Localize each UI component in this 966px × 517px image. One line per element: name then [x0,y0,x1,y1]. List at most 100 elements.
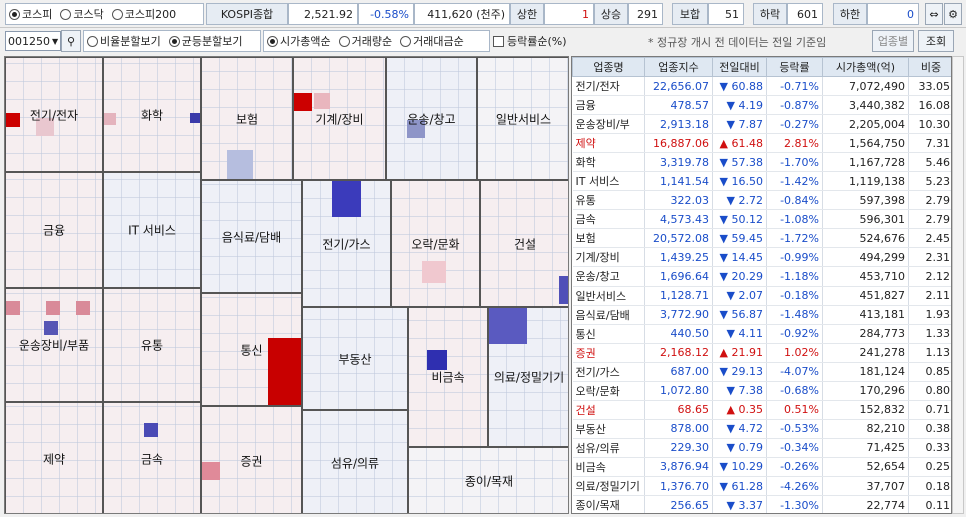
table-row[interactable]: 통신 440.50 ▼ 4.11 -0.92% 284,773 1.33 [572,324,951,344]
table-row[interactable]: 의료/정밀기기 1,376.70 ▼ 61.28 -4.26% 37,707 0.18 [572,476,951,497]
table-row[interactable]: 보험 20,572.08 ▼ 59.45 -1.72% 524,676 2.45 [572,228,951,249]
by-sector-button[interactable]: 업종별 [872,30,914,52]
sector-market-cap: 524,676 [822,228,909,249]
split-ratio-option[interactable]: 비율분할보기 [87,33,161,49]
sector-diff: ▲ 21.91 [712,343,767,363]
treemap-cell[interactable]: 종이/목재 [408,447,568,513]
sector-rate: -0.99% [766,247,823,268]
rate-order-checkbox[interactable]: 등락률순(%) [493,33,567,49]
treemap-cell[interactable]: 의료/정밀기기 [488,307,568,447]
treemap-label: 전기/가스 [322,237,371,251]
table-row[interactable]: 증권 2,168.12 ▲ 21.91 1.02% 241,278 1.13 [572,343,951,363]
table-row[interactable]: 운송/창고 1,696.64 ▼ 20.29 -1.18% 453,710 2.12 [572,266,951,287]
sector-market-cap: 494,299 [822,247,909,268]
sector-market-cap: 7,072,490 [822,76,909,97]
triangle-down-icon: ▼ [726,384,735,398]
query-button[interactable]: 조회 [918,30,954,52]
treemap-cell[interactable]: 부동산 [302,307,408,410]
treemap-cell[interactable]: 운송장비/부품 [5,288,103,402]
treemap-cell[interactable]: 유통 [103,288,201,402]
treemap-cell[interactable]: 음식료/담배 [201,180,302,293]
sector-rate: -0.92% [766,324,823,344]
treemap-cell[interactable]: 제약 [5,402,103,513]
table-row[interactable]: 음식료/담배 3,772.90 ▼ 56.87 -1.48% 413,181 1.93 [572,305,951,325]
triangle-down-icon: ▼ [726,498,735,512]
table-row[interactable]: 제약 16,887.06 ▲ 61.48 2.81% 1,564,750 7.31 [572,133,951,154]
treemap-cell[interactable]: 금속 [103,402,201,513]
search-icon[interactable]: ⚲ [61,30,81,52]
column-header[interactable]: 업종지수 [644,57,713,77]
treemap-cell[interactable]: 전기/가스 [302,180,391,307]
sector-market-cap: 284,773 [822,324,909,344]
treemap-label: 일반서비스 [495,112,552,126]
column-header[interactable]: 전일대비 [712,57,767,77]
split-equal-option[interactable]: 균등분할보기 [168,33,242,49]
treemap-cell[interactable]: 일반서비스 [477,57,568,180]
column-header[interactable]: 등락률 [766,57,823,77]
treemap-cell[interactable]: IT 서비스 [103,172,201,288]
sector-weight: 0.18 [908,476,951,497]
triangle-down-icon: ▼ [719,479,728,493]
table-row[interactable]: 일반서비스 1,128.71 ▼ 2.07 -0.18% 451,827 2.11 [572,286,951,306]
sort-trade-value[interactable]: 거래대금순 [400,33,464,49]
treemap-cell[interactable]: 운송/창고 [386,57,477,180]
chevron-down-icon[interactable]: ▼ [52,36,59,46]
table-row[interactable]: 화학 3,319.78 ▼ 57.38 -1.70% 1,167,728 5.46 [572,152,951,173]
triangle-up-icon: ▲ [719,136,728,150]
treemap-cell[interactable]: 섬유/의류 [302,410,408,513]
sector-market-cap: 82,210 [822,419,909,439]
sector-weight: 1.13 [908,343,951,363]
table-row[interactable]: 전기/전자 22,656.07 ▼ 60.88 -0.71% 7,072,490 33.0… [572,76,951,97]
treemap-cell[interactable]: 오락/문화 [391,180,480,307]
table-row[interactable]: 종이/목재 256.65 ▼ 3.37 -1.30% 22,774 0.11 [572,495,951,513]
sort-volume[interactable]: 거래량순 [338,33,392,49]
table-row[interactable]: 건설 68.65 ▲ 0.35 0.51% 152,832 0.71 [572,400,951,420]
table-row[interactable]: 부동산 878.00 ▼ 4.72 -0.53% 82,210 0.38 [572,419,951,439]
treemap-cell[interactable]: 전기/전자 [5,57,103,172]
table-row[interactable]: 유통 322.03 ▼ 2.72 -0.84% 597,398 2.79 [572,190,951,211]
table-row[interactable]: 전기/가스 687.00 ▼ 29.13 -4.07% 181,124 0.85 [572,362,951,382]
treemap-cell[interactable]: 증권 [201,406,302,513]
treemap-cell[interactable]: 기계/장비 [293,57,386,180]
table-row[interactable]: 운송장비/부 2,913.18 ▼ 7.87 -0.27% 2,205,004 10.30 [572,114,951,135]
column-header[interactable]: 업종명 [572,57,645,77]
treemap-cell[interactable]: 건설 [480,180,568,307]
market-tab-kospi200[interactable]: 코스피200 [111,6,176,22]
sector-name: 운송/창고 [572,266,645,287]
sector-diff: ▼ 4.72 [712,419,767,439]
table-row[interactable]: 비금속 3,876.94 ▼ 10.29 -0.26% 52,654 0.25 [572,457,951,477]
sector-market-cap: 52,654 [822,457,909,477]
sector-weight: 2.31 [908,247,951,268]
sector-index: 229.30 [644,438,713,458]
table-row[interactable]: 금융 478.57 ▼ 4.19 -0.87% 3,440,382 16.08 [572,95,951,116]
column-header[interactable]: 비중 [908,57,951,77]
market-tab-kosdaq[interactable]: 코스닥 [60,6,104,22]
sector-name: 화학 [572,152,645,173]
column-header[interactable]: 시가총액(억) [822,57,909,77]
sector-name: 의료/정밀기기 [572,476,645,497]
sector-market-cap: 152,832 [822,400,909,420]
table-row[interactable]: 섬유/의류 229.30 ▼ 0.79 -0.34% 71,425 0.33 [572,438,951,458]
sector-name: 증권 [572,343,645,363]
gear-icon[interactable]: ⚙ [944,3,962,25]
table-row[interactable]: 금속 4,573.43 ▼ 50.12 -1.08% 596,301 2.79 [572,209,951,230]
falling-label: 하락 [753,3,787,25]
treemap-cell[interactable]: 금융 [5,172,103,288]
treemap-cell[interactable]: 비금속 [408,307,488,447]
treemap-cell[interactable]: 화학 [103,57,201,172]
table-row[interactable]: 기계/장비 1,439.25 ▼ 14.45 -0.99% 494,299 2.31 [572,247,951,268]
sector-weight: 0.38 [908,419,951,439]
table-header-row: 업종명 업종지수 전일대비 등락률 시가총액(억) 비중 [572,57,951,77]
swap-arrows-icon[interactable]: ⇔ [925,3,943,25]
sort-market-cap[interactable]: 시가총액순 [267,33,331,49]
table-row[interactable]: 오락/문화 1,072.80 ▼ 7.38 -0.68% 170,296 0.80 [572,381,951,401]
market-tab-kospi[interactable]: 코스피 [9,6,52,22]
treemap-cell[interactable]: 통신 [201,293,302,406]
radio-icon [60,8,72,20]
sector-market-cap: 1,167,728 [822,152,909,173]
vertical-scrollbar[interactable] [952,56,964,514]
table-row[interactable]: IT 서비스 1,141.54 ▼ 16.50 -1.42% 1,119,138 5.23 [572,171,951,192]
treemap-cell[interactable]: 보험 [201,57,293,180]
sector-rate: -1.48% [766,305,823,325]
sector-code-combo[interactable]: 001250 ▼ [5,31,61,51]
